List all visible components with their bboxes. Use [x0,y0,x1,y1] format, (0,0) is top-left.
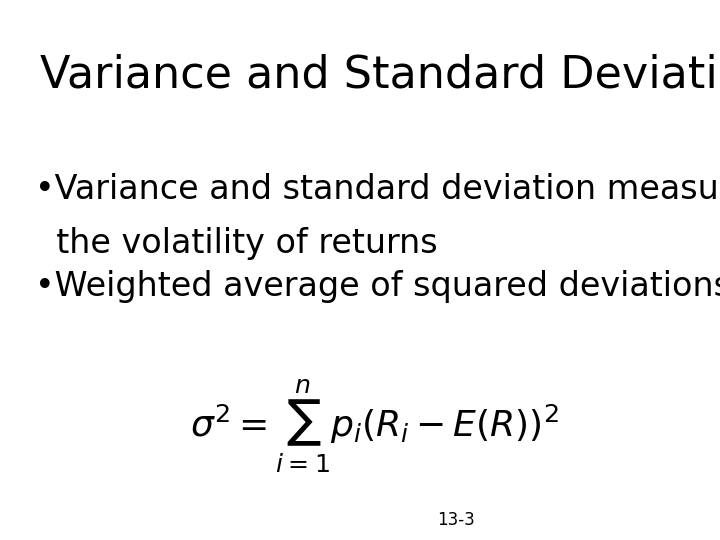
Text: $\sigma^2 = \sum_{i=1}^{n} p_i (R_i - E(R))^2$: $\sigma^2 = \sum_{i=1}^{n} p_i (R_i - E(… [190,378,559,475]
Text: 13-3: 13-3 [438,511,475,529]
Text: the volatility of returns: the volatility of returns [35,227,438,260]
Text: Variance and Standard Deviation: Variance and Standard Deviation [40,54,720,97]
Text: •Variance and standard deviation measure: •Variance and standard deviation measure [35,173,720,206]
Text: •Weighted average of squared deviations: •Weighted average of squared deviations [35,270,720,303]
